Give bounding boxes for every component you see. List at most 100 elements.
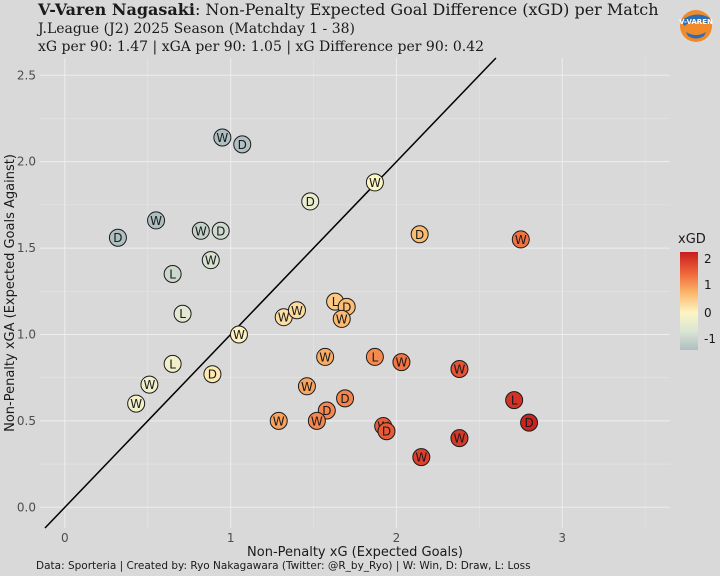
match-result-label: W [415,451,427,465]
legend-title: xGD [678,232,706,247]
match-point [140,375,159,394]
match-result-label: L [511,394,518,408]
chart-caption: Data: Sporteria | Created by: Ryo Nakaga… [36,560,531,572]
match-result-label: D [216,224,225,238]
match-point [213,128,232,147]
team-name: V-Varen Nagasaki [38,0,195,19]
x-tick-label: 2 [393,531,401,545]
match-result-label: D [340,392,349,406]
match-result-label: W [301,380,313,394]
match-point [316,347,335,366]
match-point [365,347,384,366]
y-tick-label: 2.0 [17,155,36,169]
match-point [201,251,220,270]
legend-label-neg1: -1 [704,332,716,346]
match-point [163,264,182,283]
match-point [127,394,146,413]
x-tick-label: 1 [227,531,235,545]
match-result-label: W [454,363,466,377]
match-result-label: W [143,378,155,392]
y-axis-title: Non-Penalty xGA (Expected Goals Against) [3,154,18,432]
match-point [191,221,210,240]
match-result-label: W [233,328,245,342]
match-point [297,377,316,396]
match-point [377,422,396,441]
match-result-label: W [130,397,142,411]
match-point [301,192,320,211]
match-result-label: D [322,404,331,418]
y-tick-label: 1.5 [17,241,36,255]
match-point [336,389,355,408]
match-result-label: W [150,214,162,228]
match-result-label: W [319,350,331,364]
chart-stats-line: xG per 90: 1.47 | xGA per 90: 1.05 | xG … [38,39,485,55]
chart-title: V-Varen Nagasaki: Non-Penalty Expected G… [38,0,678,20]
x-tick-label: 3 [558,531,566,545]
x-tick-label: 0 [61,531,69,545]
match-point [505,391,524,410]
match-point [307,411,326,430]
match-result-label: W [216,131,228,145]
match-point [365,173,384,192]
match-result-label: D [524,416,533,430]
legend-label-0: 0 [704,306,712,320]
match-point [511,230,530,249]
title-text: : Non-Penalty Expected Goal Difference (… [194,0,659,19]
match-result-label: W [395,356,407,370]
match-result-label: W [515,233,527,247]
legend: xGD 2 1 0 -1 [676,232,720,350]
legend-label-2: 2 [704,252,712,266]
match-point [450,429,469,448]
match-point [287,301,306,320]
legend-colorbar [680,252,698,350]
match-result-label: L [169,267,176,281]
club-crest-icon: V-VAREN [679,10,713,42]
match-point [211,221,230,240]
match-point [410,225,429,244]
match-result-label: L [372,350,379,364]
y-tick-label: 0.5 [17,414,36,428]
legend-label-1: 1 [704,278,712,292]
match-result-label: D [382,425,391,439]
match-point [233,135,252,154]
chart-subtitle: J.League (J2) 2025 Season (Matchday 1 - … [38,21,356,37]
x-axis-title: Non-Penalty xG (Expected Goals) [247,545,463,560]
match-result-label: D [342,300,351,314]
logo-text: V-VAREN [679,18,713,26]
match-point [163,354,182,373]
y-tick-label: 1.0 [17,327,36,341]
match-result-label: D [208,368,217,382]
match-result-label: W [273,414,285,428]
match-result-label: W [369,176,381,190]
match-result-label: W [291,304,303,318]
match-result-label: D [238,138,247,152]
match-point [173,304,192,323]
match-result-label: L [332,295,339,309]
match-point [412,448,431,467]
match-point [147,211,166,230]
match-point [203,365,222,384]
match-point [332,309,351,328]
chart-header: V-Varen Nagasaki: Non-Penalty Expected G… [38,0,678,56]
match-result-label: D [415,228,424,242]
match-result-label: L [179,307,186,321]
match-point [392,353,411,372]
match-result-label: L [169,357,176,371]
match-result-label: W [454,432,466,446]
match-result-label: W [311,414,323,428]
match-point [108,228,127,247]
y-tick-label: 0.0 [17,500,36,514]
match-point [520,413,539,432]
match-result-label: W [278,311,290,325]
match-point [269,411,288,430]
match-point [450,360,469,379]
match-result-label: D [306,195,315,209]
reference-line [44,57,497,529]
match-result-label: W [205,254,217,268]
y-tick-label: 2.5 [17,68,36,82]
match-point [229,325,248,344]
match-result-label: D [113,231,122,245]
match-result-label: W [195,224,207,238]
match-result-label: W [336,312,348,326]
